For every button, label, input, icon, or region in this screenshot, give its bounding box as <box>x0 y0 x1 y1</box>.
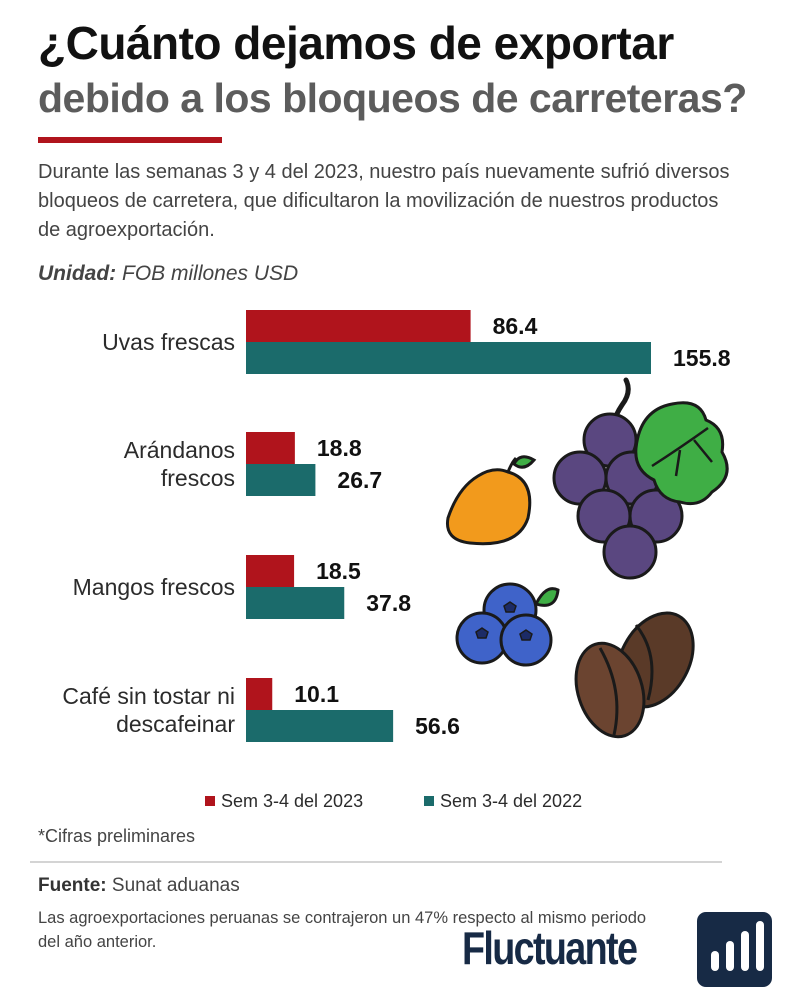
category-label: Uvas frescas <box>102 329 235 355</box>
legend-label: Sem 3-4 del 2023 <box>221 791 363 811</box>
legend-swatch <box>424 796 434 806</box>
category-label: Café sin tostar ni descafeinar <box>62 683 235 737</box>
category-label-line: Mangos frescos <box>73 574 235 600</box>
summary-text: Las agroexportaciones peruanas se contra… <box>38 909 647 951</box>
footer-divider <box>30 861 722 863</box>
chart-legend: Sem 3-4 del 2023 Sem 3-4 del 2022 <box>205 791 582 811</box>
data-label: 18.8 <box>317 435 362 461</box>
unit-value: FOB millones USD <box>122 262 299 285</box>
category-label-line: Uvas frescas <box>102 329 235 355</box>
bar-chart-logo-icon <box>697 912 772 987</box>
unit-label: Unidad: <box>38 262 117 285</box>
blueberries-icon <box>455 582 560 667</box>
data-label: 37.8 <box>366 590 411 616</box>
bar <box>246 432 295 464</box>
data-label: 10.1 <box>294 681 339 707</box>
data-label: 155.8 <box>673 345 731 371</box>
data-label: 18.5 <box>316 558 361 584</box>
brand-name: Fluctuante <box>462 922 638 974</box>
source-line: Fuente: Sunat aduanas <box>38 875 240 897</box>
data-label: 26.7 <box>337 467 382 493</box>
category-label-line: Arándanos <box>124 437 235 463</box>
grapes-icon <box>552 377 729 580</box>
bar <box>246 342 651 374</box>
category-label-line: frescos <box>161 465 235 491</box>
bar <box>246 555 295 587</box>
legend-swatch <box>205 796 215 806</box>
bar <box>246 678 273 710</box>
coffee-beans-icon <box>574 611 695 739</box>
bar <box>246 310 471 342</box>
mango-icon <box>445 455 537 546</box>
category-label: Arándanos frescos <box>124 437 235 491</box>
category-label: Mangos frescos <box>73 574 235 600</box>
bar <box>246 464 316 496</box>
legend-label: Sem 3-4 del 2022 <box>440 791 582 811</box>
bar <box>246 710 394 742</box>
source-value: Sunat aduanas <box>111 875 240 896</box>
data-label: 86.4 <box>493 313 538 339</box>
chart-title: ¿Cuánto dejamos de exportar <box>38 17 674 69</box>
category-label-line: Café sin tostar ni <box>62 683 235 709</box>
source-label: Fuente: <box>38 875 107 896</box>
intro-paragraph: Durante las semanas 3 y 4 del 2023, nues… <box>38 161 730 241</box>
bar <box>246 587 345 619</box>
data-label: 56.6 <box>415 713 460 739</box>
chart-subtitle: debido a los bloqueos de carreteras? <box>38 75 747 121</box>
title-accent-rule <box>38 137 222 143</box>
unit-caption: Unidad: FOB millones USD <box>38 262 298 286</box>
preliminary-note: *Cifras preliminares <box>38 826 196 846</box>
category-label-line: descafeinar <box>116 711 235 737</box>
